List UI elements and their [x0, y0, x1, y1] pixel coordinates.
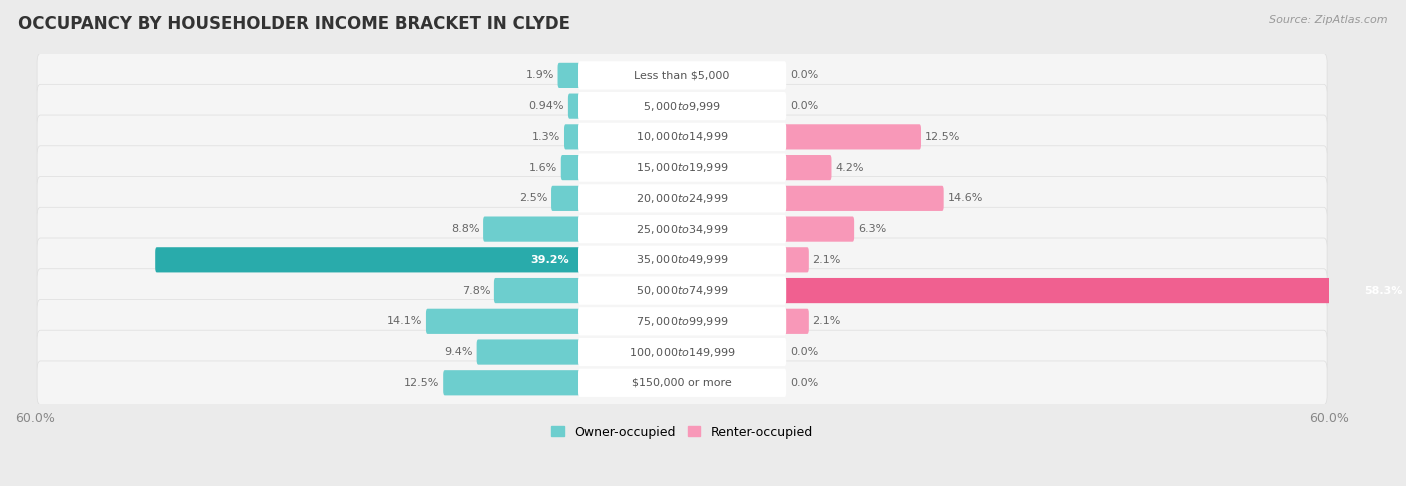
Text: 0.0%: 0.0% — [790, 347, 818, 357]
Text: 2.1%: 2.1% — [813, 255, 841, 265]
FancyBboxPatch shape — [578, 184, 786, 212]
Text: 14.6%: 14.6% — [948, 193, 983, 203]
FancyBboxPatch shape — [578, 154, 786, 182]
FancyBboxPatch shape — [37, 146, 1327, 190]
Text: 0.94%: 0.94% — [529, 101, 564, 111]
Text: Source: ZipAtlas.com: Source: ZipAtlas.com — [1270, 15, 1388, 25]
FancyBboxPatch shape — [37, 115, 1327, 159]
FancyBboxPatch shape — [37, 84, 1327, 128]
FancyBboxPatch shape — [783, 309, 808, 334]
Text: 1.6%: 1.6% — [529, 163, 557, 173]
Text: $150,000 or more: $150,000 or more — [633, 378, 733, 388]
FancyBboxPatch shape — [783, 278, 1406, 303]
FancyBboxPatch shape — [578, 92, 786, 120]
Text: $75,000 to $99,999: $75,000 to $99,999 — [636, 315, 728, 328]
FancyBboxPatch shape — [426, 309, 581, 334]
Text: $25,000 to $34,999: $25,000 to $34,999 — [636, 223, 728, 236]
Text: $35,000 to $49,999: $35,000 to $49,999 — [636, 253, 728, 266]
Text: Less than $5,000: Less than $5,000 — [634, 70, 730, 80]
FancyBboxPatch shape — [783, 155, 831, 180]
Text: 14.1%: 14.1% — [387, 316, 422, 326]
Text: $10,000 to $14,999: $10,000 to $14,999 — [636, 130, 728, 143]
Text: 9.4%: 9.4% — [444, 347, 472, 357]
FancyBboxPatch shape — [578, 215, 786, 243]
FancyBboxPatch shape — [551, 186, 581, 211]
Text: $5,000 to $9,999: $5,000 to $9,999 — [643, 100, 721, 113]
Text: OCCUPANCY BY HOUSEHOLDER INCOME BRACKET IN CLYDE: OCCUPANCY BY HOUSEHOLDER INCOME BRACKET … — [18, 15, 571, 33]
Text: $50,000 to $74,999: $50,000 to $74,999 — [636, 284, 728, 297]
Text: 2.1%: 2.1% — [813, 316, 841, 326]
FancyBboxPatch shape — [37, 176, 1327, 220]
FancyBboxPatch shape — [564, 124, 581, 150]
FancyBboxPatch shape — [783, 124, 921, 150]
FancyBboxPatch shape — [578, 307, 786, 335]
FancyBboxPatch shape — [477, 339, 581, 364]
Text: 8.8%: 8.8% — [451, 224, 479, 234]
FancyBboxPatch shape — [37, 269, 1327, 312]
FancyBboxPatch shape — [568, 93, 581, 119]
FancyBboxPatch shape — [37, 238, 1327, 282]
Text: $15,000 to $19,999: $15,000 to $19,999 — [636, 161, 728, 174]
FancyBboxPatch shape — [37, 330, 1327, 374]
Legend: Owner-occupied, Renter-occupied: Owner-occupied, Renter-occupied — [547, 420, 818, 444]
FancyBboxPatch shape — [578, 369, 786, 397]
Text: 0.0%: 0.0% — [790, 378, 818, 388]
FancyBboxPatch shape — [484, 216, 581, 242]
FancyBboxPatch shape — [37, 299, 1327, 343]
Text: $20,000 to $24,999: $20,000 to $24,999 — [636, 192, 728, 205]
FancyBboxPatch shape — [155, 247, 581, 273]
FancyBboxPatch shape — [494, 278, 581, 303]
FancyBboxPatch shape — [578, 123, 786, 151]
FancyBboxPatch shape — [558, 63, 581, 88]
Text: 6.3%: 6.3% — [858, 224, 886, 234]
Text: $100,000 to $149,999: $100,000 to $149,999 — [628, 346, 735, 359]
FancyBboxPatch shape — [37, 53, 1327, 97]
Text: 1.9%: 1.9% — [526, 70, 554, 80]
Text: 2.5%: 2.5% — [519, 193, 547, 203]
Text: 12.5%: 12.5% — [925, 132, 960, 142]
FancyBboxPatch shape — [578, 277, 786, 305]
FancyBboxPatch shape — [783, 247, 808, 273]
Text: 1.3%: 1.3% — [531, 132, 560, 142]
Text: 0.0%: 0.0% — [790, 101, 818, 111]
Text: 7.8%: 7.8% — [461, 286, 491, 295]
FancyBboxPatch shape — [578, 61, 786, 89]
FancyBboxPatch shape — [561, 155, 581, 180]
Text: 39.2%: 39.2% — [530, 255, 569, 265]
FancyBboxPatch shape — [783, 186, 943, 211]
FancyBboxPatch shape — [37, 207, 1327, 251]
FancyBboxPatch shape — [783, 216, 853, 242]
Text: 4.2%: 4.2% — [835, 163, 863, 173]
Text: 58.3%: 58.3% — [1364, 286, 1403, 295]
Text: 12.5%: 12.5% — [404, 378, 440, 388]
FancyBboxPatch shape — [578, 246, 786, 274]
FancyBboxPatch shape — [578, 338, 786, 366]
FancyBboxPatch shape — [37, 361, 1327, 405]
FancyBboxPatch shape — [443, 370, 581, 396]
Text: 0.0%: 0.0% — [790, 70, 818, 80]
